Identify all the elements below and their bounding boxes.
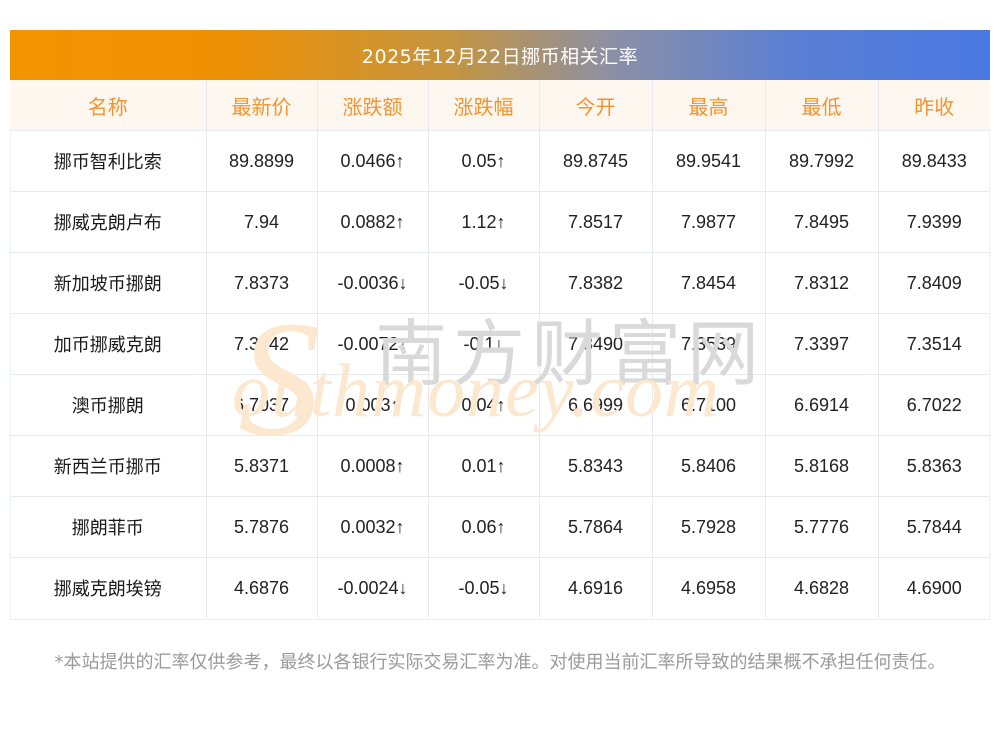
table-row[interactable]: 澳币挪朗 6.7037 0.003↑ 0.04↑ 6.6999 6.7100 6.6914 6… — [10, 374, 990, 436]
cell-name: 挪币智利比索 — [10, 130, 207, 192]
column-header-last[interactable]: 最新价 — [206, 80, 318, 131]
cell-name: 挪威克朗埃镑 — [10, 557, 207, 618]
cell-last-price: 7.8373 — [206, 252, 318, 314]
cell-name: 挪威克朗卢布 — [10, 191, 207, 253]
cell-low: 5.8168 — [765, 435, 879, 497]
table-header-row: 名称 最新价 涨跌额 涨跌幅 今开 最高 最低 昨收 — [10, 80, 990, 131]
table-row[interactable]: 挪币智利比索 89.8899 0.0466↑ 0.05↑ 89.8745 89.9541 8… — [10, 130, 990, 192]
cell-change-percent: 0.05↑ — [428, 130, 540, 192]
cell-high: 7.9877 — [652, 191, 766, 253]
cell-name: 新加坡币挪朗 — [10, 252, 207, 314]
cell-name: 挪朗菲币 — [10, 496, 207, 558]
cell-prev-close: 5.8363 — [878, 435, 990, 497]
page-title: 2025年12月22日挪币相关汇率 — [361, 45, 639, 68]
cell-open: 6.6999 — [539, 374, 653, 436]
column-header-high[interactable]: 最高 — [652, 80, 766, 131]
disclaimer-note: *本站提供的汇率仅供参考，最终以各银行实际交易汇率为准。对使用当前汇率所导致的结… — [54, 652, 946, 673]
table-row[interactable]: 挪朗菲币 5.7876 0.0032↑ 0.06↑ 5.7864 5.7928 5.7776… — [10, 496, 990, 558]
cell-high: 4.6958 — [652, 557, 766, 618]
cell-open: 5.7864 — [539, 496, 653, 558]
cell-change-amount: -0.0072↓ — [317, 313, 429, 375]
cell-low: 4.6828 — [765, 557, 879, 618]
cell-name: 澳币挪朗 — [10, 374, 207, 436]
cell-change-amount: 0.0008↑ — [317, 435, 429, 497]
cell-open: 89.8745 — [539, 130, 653, 192]
cell-change-amount: 0.0032↑ — [317, 496, 429, 558]
column-header-low[interactable]: 最低 — [765, 80, 879, 131]
table-row[interactable]: 新加坡币挪朗 7.8373 -0.0036↓ -0.05↓ 7.8382 7.8454 7.… — [10, 252, 990, 314]
cell-high: 5.8406 — [652, 435, 766, 497]
cell-last-price: 5.7876 — [206, 496, 318, 558]
cell-change-amount: -0.0024↓ — [317, 557, 429, 618]
cell-change-percent: -0.05↓ — [428, 252, 540, 314]
table-row[interactable]: 加币挪威克朗 7.3442 -0.0072↓ -0.1↓ 7.3490 7.3539 7.3… — [10, 313, 990, 375]
cell-prev-close: 4.6900 — [906, 577, 962, 598]
cell-change-amount: 0.0882↑ — [317, 191, 429, 253]
cell-prev-close: 7.9399 — [878, 191, 990, 253]
column-header-open[interactable]: 今开 — [539, 80, 653, 131]
cell-last-price: 7.3442 — [206, 313, 318, 375]
cell-prev-close: 7.8409 — [878, 252, 990, 314]
cell-low: 7.8495 — [765, 191, 879, 253]
cell-change-amount: 0.0466↑ — [317, 130, 429, 192]
cell-high: 5.7928 — [652, 496, 766, 558]
cell-low: 89.7992 — [765, 130, 879, 192]
table-header: 名称 最新价 涨跌额 涨跌幅 今开 最高 最低 昨收 — [10, 80, 990, 131]
cell-high: 6.7100 — [652, 374, 766, 436]
cell-low: 7.3397 — [765, 313, 879, 375]
cell-change-amount: -0.0036↓ — [317, 252, 429, 314]
cell-high: 89.9541 — [652, 130, 766, 192]
cell-low: 5.7776 — [765, 496, 879, 558]
column-header-pct[interactable]: 涨跌幅 — [428, 80, 540, 131]
cell-prev-close: 7.3514 — [878, 313, 990, 375]
cell-change-percent: -0.05↓ — [428, 557, 540, 618]
cell-name: 新西兰币挪币 — [10, 435, 207, 497]
cell-name: 加币挪威克朗 — [10, 313, 207, 375]
cell-high: 7.3539 — [652, 313, 766, 375]
cell-change-percent: 0.06↑ — [428, 496, 540, 558]
exchange-rate-table: 名称 最新价 涨跌额 涨跌幅 今开 最高 最低 昨收 挪币智利比索 89.8899… — [10, 80, 990, 618]
cell-last-price: 6.7037 — [206, 374, 318, 436]
cell-last-price: 5.8371 — [206, 435, 318, 497]
column-header-chg[interactable]: 涨跌额 — [317, 80, 429, 131]
table-row[interactable]: 挪威克朗埃镑 4.6876 -0.0024↓ -0.05↓ 4.6916 4.6958 4.… — [10, 557, 990, 618]
cell-low: 6.6914 — [765, 374, 879, 436]
column-header-name[interactable]: 名称 — [10, 80, 207, 131]
cell-change-percent: -0.1↓ — [428, 313, 540, 375]
cell-prev-close: 5.7844 — [878, 496, 990, 558]
cell-low: 7.8312 — [765, 252, 879, 314]
cell-open: 7.8517 — [539, 191, 653, 253]
cell-change-amount: 0.003↑ — [317, 374, 429, 436]
cell-change-percent: 1.12↑ — [428, 191, 540, 253]
cell-last-price: 89.8899 — [206, 130, 318, 192]
page-title-bar: 2025年12月22日挪币相关汇率 — [10, 30, 990, 80]
cell-open: 4.6916 — [539, 557, 653, 618]
cell-last-price: 7.94 — [206, 191, 318, 253]
table-body: 挪币智利比索 89.8899 0.0466↑ 0.05↑ 89.8745 89.9541 8… — [10, 130, 990, 618]
cell-change-percent: 0.01↑ — [428, 435, 540, 497]
cell-high: 7.8454 — [652, 252, 766, 314]
cell-last-price: 4.6876 — [206, 557, 318, 618]
cell-open: 5.8343 — [539, 435, 653, 497]
cell-prev-close: 6.7022 — [878, 374, 990, 436]
table-row[interactable]: 挪威克朗卢布 7.94 0.0882↑ 1.12↑ 7.8517 7.9877 7.8495… — [10, 191, 990, 253]
cell-prev-close: 89.8433 — [878, 130, 990, 192]
cell-change-percent: 0.04↑ — [428, 374, 540, 436]
cell-open: 7.3490 — [539, 313, 653, 375]
cell-open: 7.8382 — [539, 252, 653, 314]
column-header-close[interactable]: 昨收 — [878, 80, 990, 131]
table-row[interactable]: 新西兰币挪币 5.8371 0.0008↑ 0.01↑ 5.8343 5.8406 5.81… — [10, 435, 990, 497]
